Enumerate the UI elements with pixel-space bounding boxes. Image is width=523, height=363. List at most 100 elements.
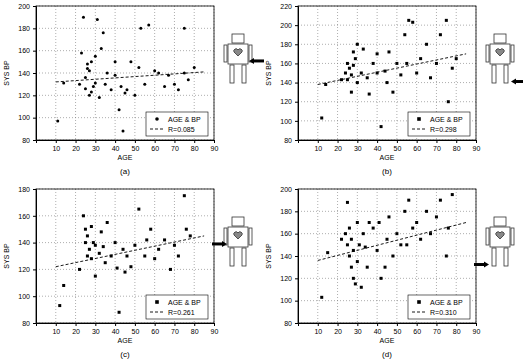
- y-tick-mark: [295, 25, 298, 26]
- legend-swatch: [150, 129, 164, 130]
- point: [110, 88, 113, 91]
- x-tick-mark: [174, 323, 175, 326]
- point: [348, 227, 351, 230]
- y-tick-mark: [33, 140, 36, 141]
- grid: [298, 6, 476, 140]
- legend-box: [146, 295, 208, 319]
- point: [84, 228, 87, 231]
- y-tick-mark: [295, 234, 298, 235]
- x-tick-label: 30: [354, 145, 362, 152]
- legend-label: R=0.298: [430, 126, 457, 133]
- point: [391, 91, 394, 94]
- y-tick-mark: [295, 83, 298, 84]
- robot-arm: [511, 228, 514, 245]
- x-tick: 10: [314, 323, 322, 335]
- y-tick-label: 120: [18, 266, 30, 273]
- y-tick-mark: [33, 95, 36, 96]
- point: [104, 83, 107, 86]
- legend: AGE & BPR=0.261: [146, 295, 208, 319]
- point: [320, 116, 323, 119]
- x-tick-mark: [56, 323, 57, 326]
- point: [376, 52, 379, 55]
- point: [153, 257, 156, 260]
- point: [104, 261, 107, 264]
- y-tick: 180: [280, 208, 298, 215]
- robot-arrow-head: [249, 58, 254, 64]
- point: [372, 62, 375, 65]
- robot-body: [490, 227, 510, 247]
- y-axis: 80100120140160180200: [280, 186, 298, 327]
- legend-swatch: [412, 312, 426, 313]
- point: [386, 238, 389, 241]
- y-tick-mark: [295, 6, 298, 7]
- y-tick-label: 80: [284, 320, 292, 327]
- point: [366, 76, 369, 79]
- y-tick: 200: [18, 3, 36, 10]
- x-tick: 90: [211, 140, 219, 152]
- point: [354, 282, 357, 285]
- point: [391, 255, 394, 258]
- fit-line: [56, 72, 204, 82]
- x-tick-label: 10: [314, 328, 322, 335]
- robot-leg: [504, 248, 508, 266]
- point: [62, 82, 65, 85]
- point: [137, 66, 140, 69]
- x-tick-mark: [357, 140, 358, 143]
- point: [407, 19, 410, 22]
- y-tick-mark: [33, 73, 36, 74]
- point: [368, 221, 371, 224]
- x-axis-line: [37, 324, 215, 327]
- point: [149, 228, 152, 231]
- point: [125, 255, 128, 258]
- x-tick-mark: [456, 323, 457, 326]
- point: [100, 47, 103, 50]
- x-tick-label: 70: [171, 145, 179, 152]
- grid-line: [55, 6, 56, 140]
- x-tick-label: 60: [413, 145, 421, 152]
- point: [411, 227, 414, 230]
- point: [419, 57, 422, 60]
- x-tick-mark: [456, 140, 457, 143]
- x-tick-label: 40: [112, 328, 120, 335]
- grid-line: [337, 6, 338, 140]
- x-tick-mark: [194, 140, 195, 143]
- x-axis: 102030405060708090: [37, 323, 219, 335]
- x-tick: 60: [413, 323, 421, 335]
- point: [403, 33, 406, 36]
- grid-line: [357, 6, 358, 140]
- grid-line: [55, 189, 56, 323]
- x-tick-mark: [318, 323, 319, 326]
- point: [157, 248, 160, 251]
- grid-line: [298, 233, 476, 234]
- robot-arrow: [515, 80, 523, 83]
- grid-line: [298, 101, 476, 102]
- x-tick-mark: [95, 140, 96, 143]
- point: [137, 208, 140, 211]
- point: [429, 232, 432, 235]
- point: [139, 27, 142, 30]
- point: [185, 228, 188, 231]
- y-tick-label: 220: [280, 3, 292, 10]
- point: [94, 275, 97, 278]
- y-tick-label: 80: [22, 320, 30, 327]
- legend-label: AGE & BP: [430, 116, 463, 123]
- y-tick-label: 140: [18, 70, 30, 77]
- x-tick: 10: [52, 140, 60, 152]
- grid-line: [298, 44, 476, 45]
- x-tick-mark: [318, 140, 319, 143]
- x-tick: 80: [453, 140, 461, 152]
- x-tick: 20: [334, 323, 342, 335]
- grid-line: [95, 189, 96, 323]
- x-tick-label: 50: [393, 328, 401, 335]
- point: [82, 16, 85, 19]
- y-tick-mark: [295, 301, 298, 302]
- robot-icon: [486, 217, 514, 266]
- legend-label: R=0.261: [168, 309, 195, 316]
- point: [352, 64, 355, 67]
- panel: 10203040506070809080100120140160180200AG…: [3, 3, 264, 176]
- x-tick-mark: [357, 323, 358, 326]
- legend-swatch: [150, 312, 164, 313]
- caption: (a): [120, 167, 130, 176]
- point: [346, 62, 349, 65]
- point: [425, 210, 428, 213]
